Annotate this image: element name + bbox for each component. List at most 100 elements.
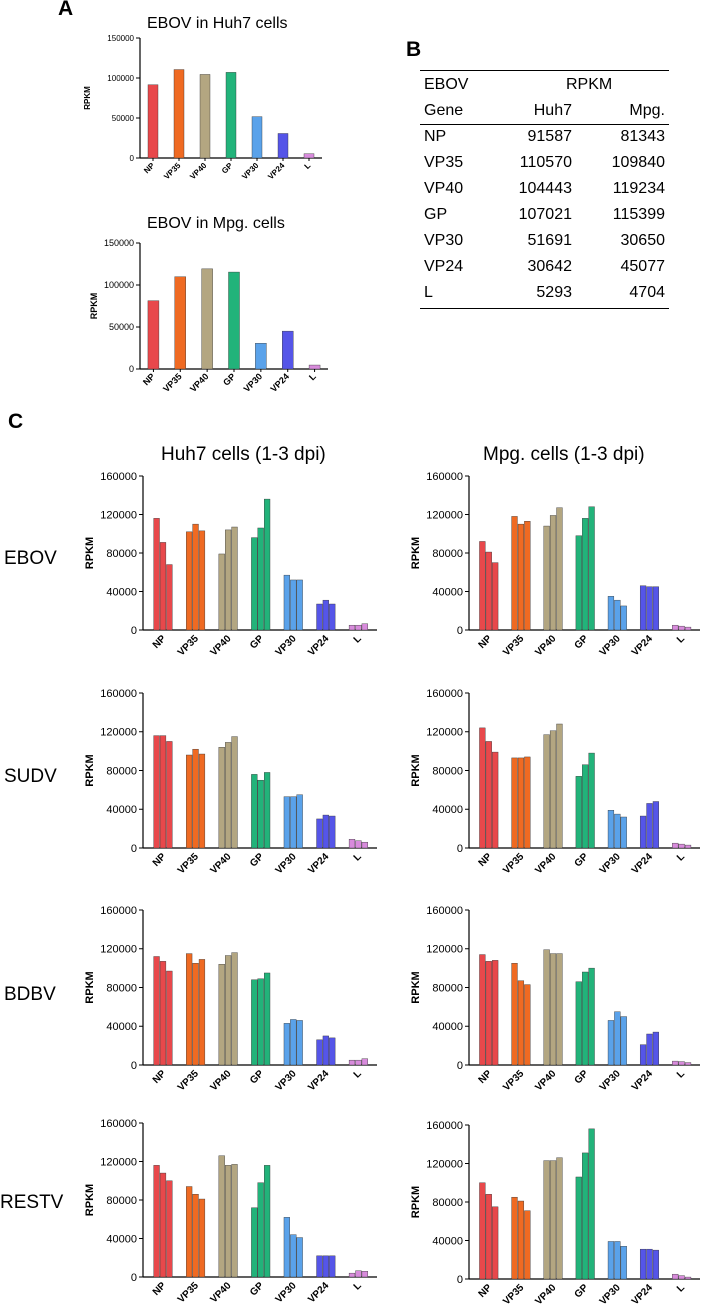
bar-l-3 <box>361 1058 368 1066</box>
x-tick-label: GP <box>248 1280 266 1298</box>
bar-gp-1 <box>251 774 258 849</box>
y-tick-label: 0 <box>131 1272 137 1284</box>
x-tick-label: VP30 <box>598 1282 623 1307</box>
bar-gp-3 <box>264 1165 271 1278</box>
bar-vp24-2 <box>322 599 329 631</box>
x-tick-label: VP35 <box>176 1068 201 1093</box>
bar-vp24-2 <box>646 1248 653 1280</box>
bar-gp-2 <box>257 779 264 849</box>
y-tick-label: 150000 <box>107 34 134 43</box>
x-tick-label: L <box>352 1280 364 1292</box>
x-tick-label: L <box>307 371 318 382</box>
bar-l-2 <box>678 843 685 849</box>
bar-vp35-3 <box>524 1210 531 1280</box>
bar-vp40-3 <box>231 952 238 1066</box>
bar-l-3 <box>361 1271 368 1278</box>
bar-vp24-3 <box>652 1249 659 1280</box>
y-tick-label: 40000 <box>106 1021 137 1033</box>
y-tick-label: 120000 <box>100 944 137 956</box>
bar-gp-1 <box>575 535 582 631</box>
y-tick-label: 40000 <box>106 1233 137 1245</box>
y-axis-label: RPKM <box>410 1186 422 1218</box>
x-tick-label: VP35 <box>176 1280 201 1305</box>
table-cell-huh7: 5293 <box>536 284 572 301</box>
bar-vp35-1 <box>511 516 518 631</box>
x-tick-label: L <box>352 851 364 863</box>
x-tick-label: L <box>352 1068 364 1080</box>
bar-vp30-3 <box>620 816 627 849</box>
bar-vp35-1 <box>186 754 193 849</box>
bar-gp-1 <box>251 537 258 631</box>
y-tick-label: 160000 <box>100 688 137 700</box>
bar-np-1 <box>153 956 160 1066</box>
x-tick-label: NP <box>151 1280 169 1298</box>
bar-np-2 <box>159 542 167 631</box>
y-tick-label: 80000 <box>106 548 137 560</box>
x-tick-label: VP30 <box>274 1068 299 1093</box>
bar-np-3 <box>166 1180 173 1278</box>
bar-vp30-2 <box>290 1019 297 1066</box>
x-tick-label: L <box>675 1068 687 1080</box>
bar-l-1 <box>348 1059 356 1066</box>
bar-vp24-3 <box>329 1255 336 1278</box>
bar-vp30-3 <box>296 1237 303 1278</box>
table-cell-mpg: 109840 <box>611 154 665 171</box>
y-tick-label: 40000 <box>432 1235 463 1247</box>
table-header-mpg: Mpg. <box>629 102 665 119</box>
table-header-row-2: Gene Huh7 Mpg. <box>420 98 669 124</box>
bar-l <box>303 153 315 159</box>
table-top-rule <box>420 70 669 71</box>
x-tick-label: VP24 <box>630 1282 655 1307</box>
bar-l-3 <box>361 841 368 849</box>
x-tick-label: VP30 <box>598 851 623 876</box>
x-tick-label: NP <box>151 1068 169 1086</box>
chart-title-a1: EBOV in Huh7 cells <box>147 15 288 32</box>
bar-gp <box>225 72 237 159</box>
table-cell-gene: L <box>424 284 433 301</box>
bar-vp35-1 <box>186 953 193 1066</box>
table-header-gene: Gene <box>424 102 464 119</box>
bar-vp40 <box>199 74 211 159</box>
bar-gp-2 <box>582 518 589 631</box>
bar-vp24-3 <box>329 603 336 631</box>
bar-vp40-1 <box>218 747 225 849</box>
x-tick-label: VP35 <box>162 161 183 182</box>
bar-vp35-3 <box>198 959 206 1066</box>
x-tick-label: VP24 <box>268 371 291 394</box>
bar-vp40-2 <box>549 1160 557 1280</box>
bar-gp-2 <box>257 527 264 631</box>
x-tick-label: GP <box>573 1068 591 1086</box>
panel-letter-a: A <box>58 0 74 20</box>
panel-letter-b: B <box>406 38 422 61</box>
bar-vp30-1 <box>283 574 290 631</box>
bar-vp35-3 <box>524 521 531 631</box>
y-tick-label: 120000 <box>100 1156 137 1168</box>
bar-l-1 <box>672 1060 679 1066</box>
x-tick-label: VP30 <box>598 633 623 658</box>
y-tick-label: 160000 <box>426 1120 463 1132</box>
bar-vp24-1 <box>639 815 647 849</box>
bar-vp24-1 <box>639 1248 647 1280</box>
bar-vp30-1 <box>283 1023 290 1066</box>
x-tick-label: NP <box>151 851 169 869</box>
x-tick-label: GP <box>573 1282 591 1300</box>
x-tick-label: NP <box>142 161 157 176</box>
bar-gp-3 <box>588 967 595 1066</box>
y-tick-label: 120000 <box>426 727 463 739</box>
y-tick-label: 0 <box>130 154 135 163</box>
y-axis-label: RPKM <box>410 537 422 569</box>
bar-gp-1 <box>575 1176 582 1280</box>
bar-l-1 <box>672 842 679 849</box>
bar-vp24-1 <box>639 1044 647 1066</box>
bar-l-2 <box>678 1061 685 1066</box>
bar-vp35-1 <box>186 1186 193 1278</box>
y-axis-label: RPKM <box>84 537 96 569</box>
x-tick-label: VP40 <box>188 161 209 182</box>
y-tick-label: 50000 <box>109 322 134 332</box>
x-tick-label: VP24 <box>306 1280 331 1305</box>
table-row: GP 107021 115399 <box>420 202 669 228</box>
bar-np-3 <box>166 741 173 849</box>
y-tick-label: 80000 <box>432 982 463 994</box>
x-tick-label: NP <box>477 1068 495 1086</box>
table-header-rpkm: RPKM <box>566 76 613 93</box>
